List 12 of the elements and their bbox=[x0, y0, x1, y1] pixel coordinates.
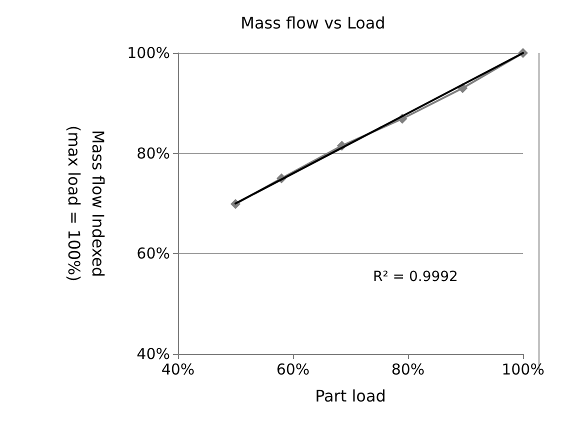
y-tick-label: 40% bbox=[136, 345, 170, 363]
y-tick-label: 80% bbox=[136, 144, 170, 162]
x-tick-label: 100% bbox=[502, 360, 544, 378]
y-tick-label: 100% bbox=[127, 44, 170, 62]
x-tick-label: 40% bbox=[161, 360, 195, 378]
x-tick-label: 80% bbox=[391, 360, 425, 378]
chart-title: Mass flow vs Load bbox=[240, 14, 386, 32]
annotation: R² = 0.9992 bbox=[373, 269, 458, 285]
x-tick-label: 60% bbox=[276, 360, 310, 378]
y-axis-title: Mass flow Indexed (max load = 100%) bbox=[64, 126, 108, 282]
x-axis-title: Part load bbox=[315, 386, 386, 406]
y-tick-label: 60% bbox=[136, 244, 170, 263]
